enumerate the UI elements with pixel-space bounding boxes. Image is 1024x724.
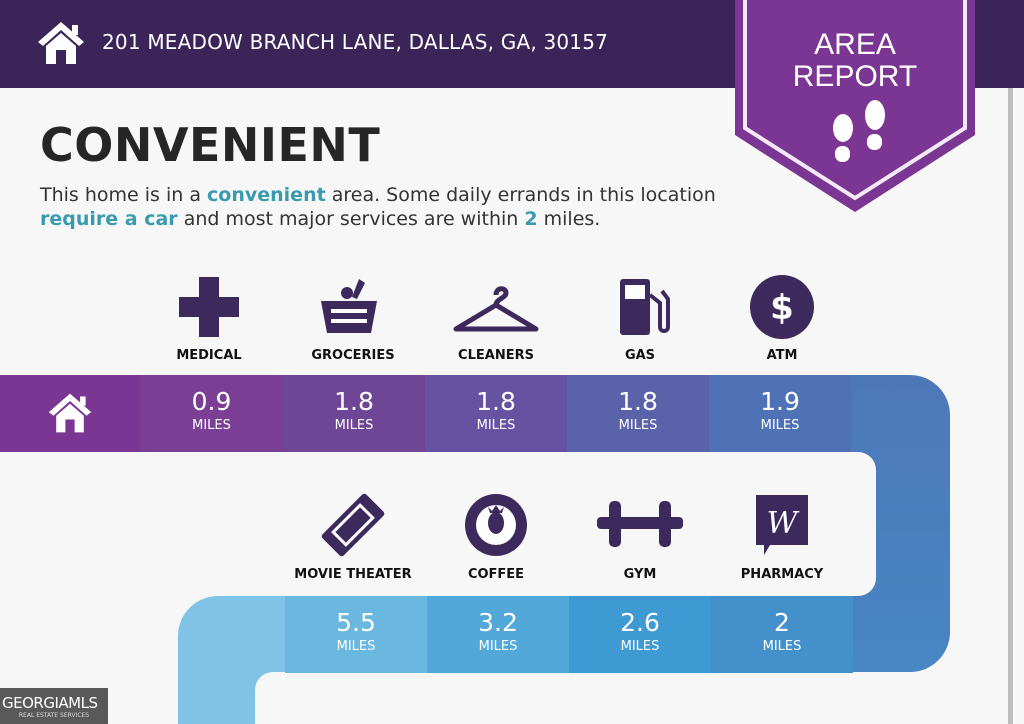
label-atm: ATM — [766, 348, 798, 363]
home-icon — [48, 393, 92, 433]
pharmacy-logo-icon: W — [711, 490, 853, 560]
area-report-badge: AREA REPORT — [735, 0, 975, 212]
distance-pharmacy: 2 MILES — [711, 596, 853, 673]
coffee-logo-icon — [425, 490, 567, 560]
property-address: 201 MEADOW BRANCH LANE, DALLAS, GA, 3015… — [102, 30, 609, 54]
georgia-mls-watermark: GEORGIAMLS REAL ESTATE SERVICES — [0, 688, 108, 724]
badge-line2: REPORT — [793, 60, 917, 93]
distance-medical: 0.9 MILES — [140, 375, 283, 452]
page-edge — [1008, 88, 1013, 724]
home-icon — [38, 22, 84, 64]
badge-line1: AREA — [814, 28, 896, 61]
svg-text:$: $ — [770, 288, 794, 328]
label-coffee: COFFEE — [467, 567, 525, 582]
label-movie-theater: MOVIE THEATER — [294, 567, 412, 582]
label-gym: GYM — [623, 567, 657, 582]
label-gas: GAS — [624, 348, 656, 363]
svg-text:W: W — [767, 506, 800, 541]
label-groceries: GROCERIES — [311, 348, 395, 363]
page-title: CONVENIENT — [40, 118, 381, 172]
distance-gym: 2.6 MILES — [569, 596, 711, 673]
distance-groceries: 1.8 MILES — [283, 375, 425, 452]
distance-gas: 1.8 MILES — [567, 375, 709, 452]
label-pharmacy: PHARMACY — [740, 567, 824, 582]
grocery-basket-icon — [278, 272, 420, 342]
distance-coffee: 3.2 MILES — [427, 596, 569, 673]
route-gap — [850, 452, 876, 596]
label-cleaners: CLEANERS — [458, 348, 534, 363]
dollar-icon: $ — [711, 272, 853, 342]
home-cell — [0, 375, 140, 452]
distance-cleaners: 1.8 MILES — [425, 375, 567, 452]
ticket-icon — [282, 490, 424, 560]
route-gap — [255, 672, 298, 724]
footprints-icon — [833, 100, 885, 162]
medical-cross-icon — [138, 272, 280, 342]
distance-atm: 1.9 MILES — [709, 375, 851, 452]
dumbbell-icon — [569, 490, 711, 560]
distance-movie-theater: 5.5 MILES — [285, 596, 427, 673]
gas-pump-icon — [569, 272, 711, 342]
hanger-icon — [425, 272, 567, 342]
label-medical: MEDICAL — [176, 348, 242, 363]
summary-text: This home is in a convenient area. Some … — [40, 184, 716, 230]
